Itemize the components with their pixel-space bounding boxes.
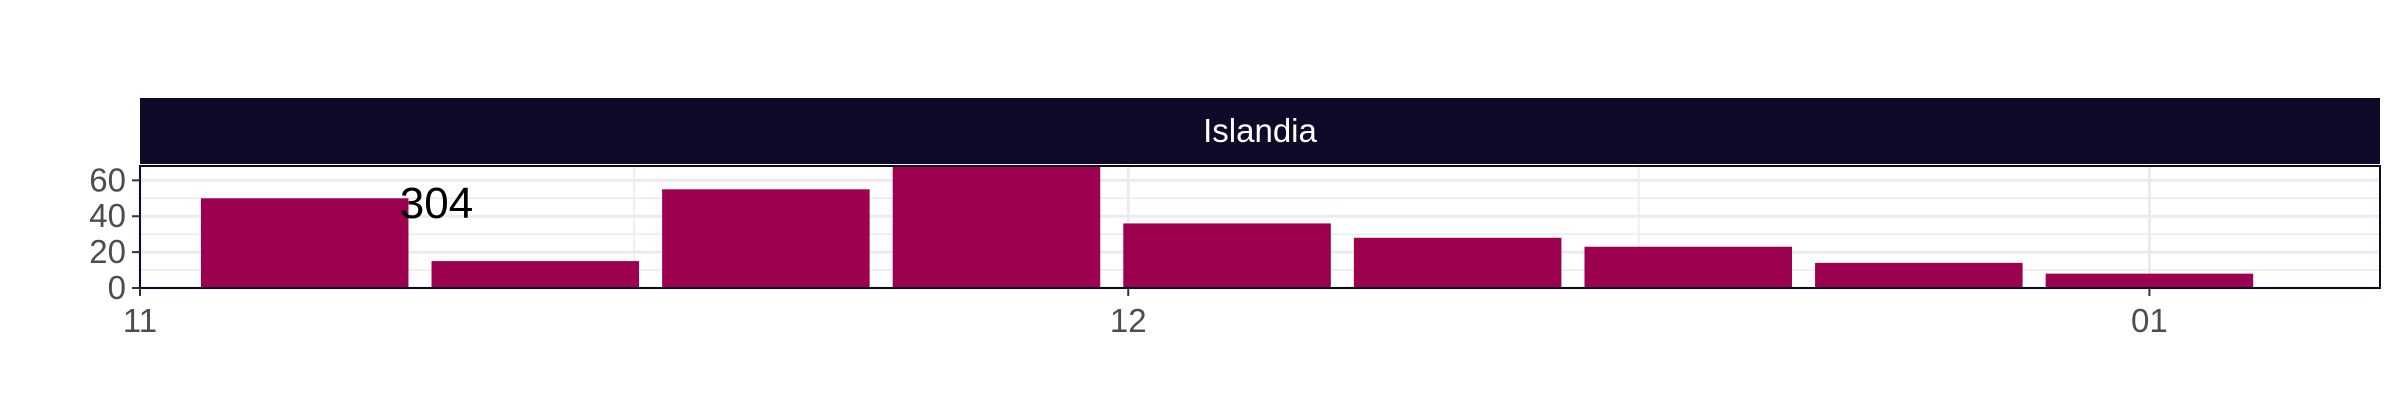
x-axis: 11 12 01 [123,288,2168,339]
y-tick-label: 60 [89,161,126,198]
bar [1353,237,1562,288]
bar-annotation: 304 [400,179,473,228]
bar [662,189,870,288]
panel-border [139,165,2381,289]
bar [200,198,409,288]
bar [2045,273,2254,288]
y-tick-label: 20 [89,233,126,270]
bar [1584,246,1792,288]
x-tick-label: 11 [123,302,157,339]
x-tick-label: 01 [2131,302,2168,339]
bar [1123,223,1331,288]
bar [1815,262,2023,288]
y-tick-label: 0 [108,269,126,306]
facet-strip [140,98,2380,164]
bar [892,166,1101,288]
x-tick-label: 12 [1110,302,1147,339]
bar [431,261,640,288]
facet-strip-label: Islandia [1203,112,1317,149]
bars [200,166,2254,288]
y-tick-label: 40 [89,197,126,234]
